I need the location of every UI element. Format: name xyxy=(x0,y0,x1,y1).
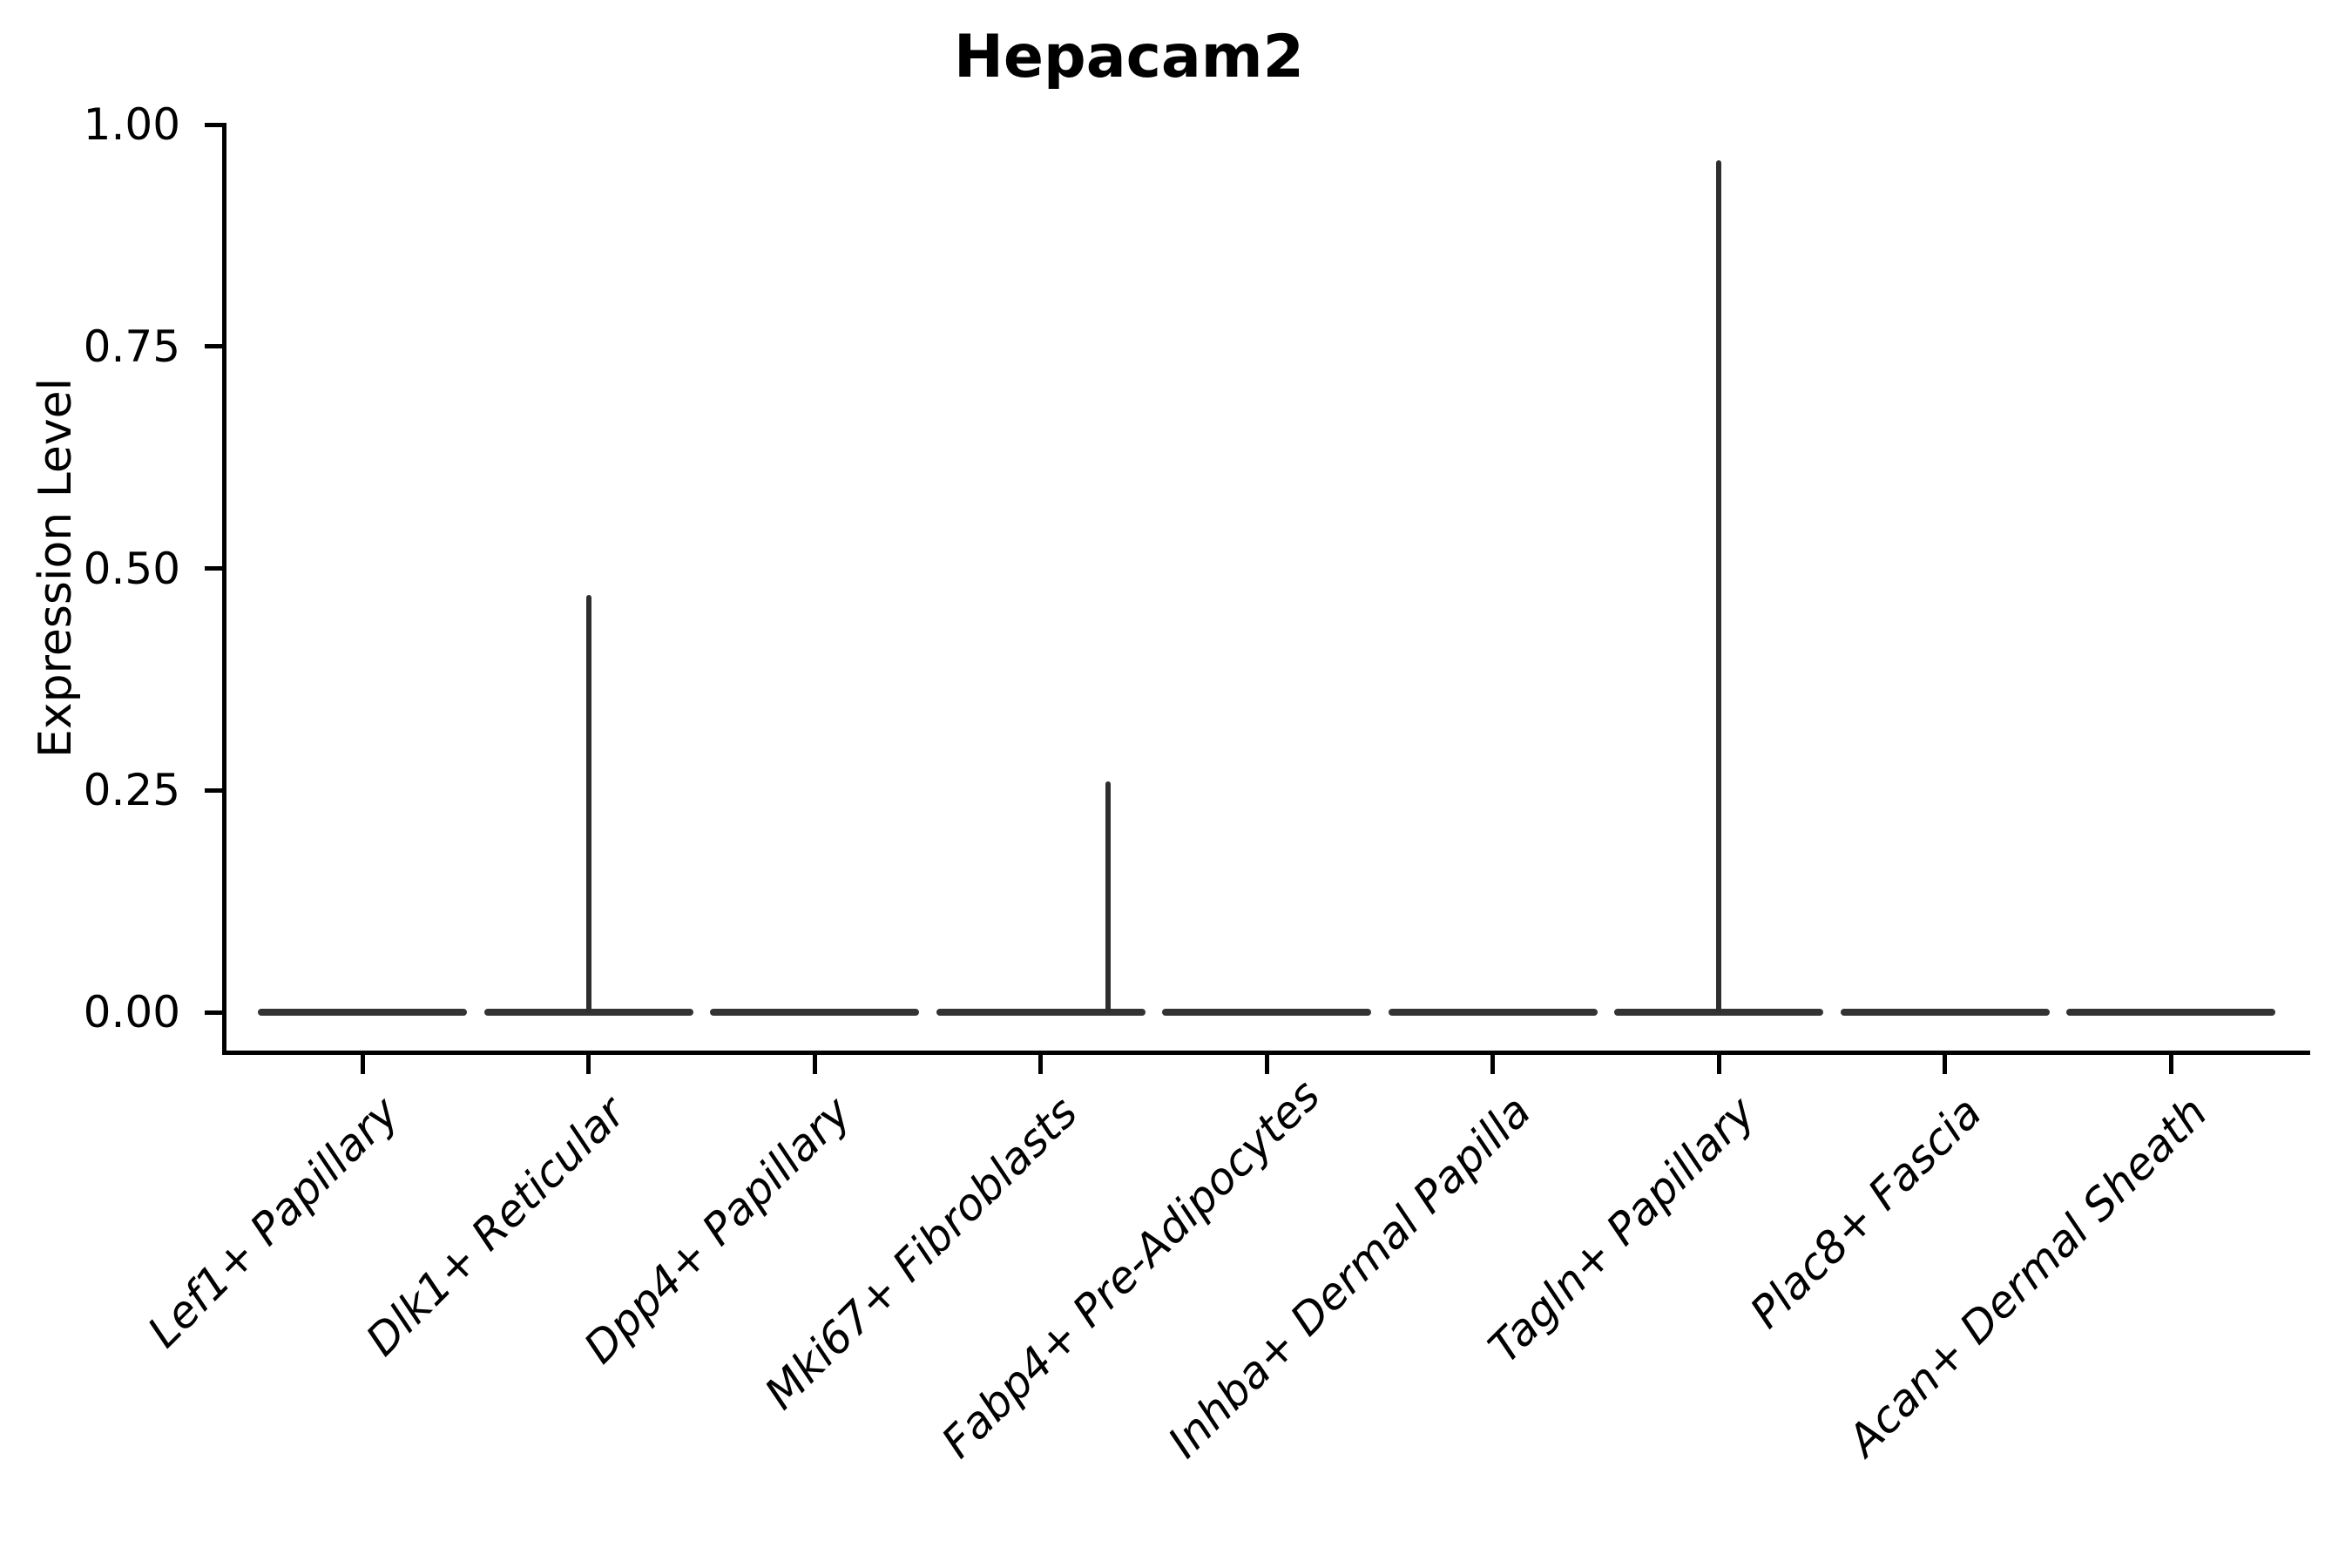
violin-body xyxy=(258,1009,467,1016)
x-tick xyxy=(1490,1054,1495,1074)
violin-spike xyxy=(1716,159,1721,1012)
y-tick-label: 0.25 xyxy=(83,765,180,816)
x-axis-spine xyxy=(221,1050,2310,1055)
y-tick xyxy=(204,122,222,127)
x-tick xyxy=(586,1054,591,1074)
plot-title: Hepacam2 xyxy=(954,23,1304,91)
violin-body xyxy=(1162,1009,1371,1016)
x-tick xyxy=(812,1054,817,1074)
x-tick-label: Dpp4+ Papillary xyxy=(574,1086,861,1374)
x-tick xyxy=(1038,1054,1043,1074)
x-tick-label: Inhba+ Dermal Papilla xyxy=(1158,1085,1540,1468)
x-tick-label: Acan+ Dermal Sheath xyxy=(1838,1086,2217,1466)
y-tick-label: 1.00 xyxy=(83,99,180,150)
y-tick xyxy=(204,787,222,793)
x-tick-label: Mki67+ Fibroblasts xyxy=(754,1086,1087,1419)
y-tick-label: 0.75 xyxy=(83,321,180,372)
x-tick-label: Plac8+ Fascia xyxy=(1740,1086,1991,1338)
y-tick xyxy=(204,1010,222,1015)
x-tick-label: Tagln+ Papillary xyxy=(1478,1086,1765,1373)
violin-body xyxy=(483,1009,693,1016)
violin-body xyxy=(1614,1009,1823,1016)
x-tick-label: Fabp4+ Pre-Adipocytes xyxy=(931,1070,1330,1468)
x-tick xyxy=(1943,1054,1947,1074)
violin-spike xyxy=(585,595,591,1012)
violin-body xyxy=(936,1009,1146,1016)
y-tick-label: 0.00 xyxy=(83,987,180,1037)
x-tick xyxy=(1716,1054,1721,1074)
x-tick-label: Lef1+ Papillary xyxy=(138,1086,409,1358)
y-axis-spine xyxy=(221,123,226,1055)
y-tick xyxy=(204,344,222,349)
x-tick xyxy=(1264,1054,1269,1074)
violin-body xyxy=(2066,1009,2275,1016)
violin-body xyxy=(1388,1009,1598,1016)
y-tick xyxy=(204,566,222,571)
x-tick xyxy=(2168,1054,2173,1074)
x-tick-label: Dlk1+ Reticular xyxy=(355,1086,635,1366)
violin-spike xyxy=(1105,781,1112,1012)
violin-body xyxy=(1840,1009,2050,1016)
violin-body xyxy=(710,1009,919,1016)
x-tick xyxy=(360,1054,365,1074)
y-tick-label: 0.50 xyxy=(83,543,180,594)
